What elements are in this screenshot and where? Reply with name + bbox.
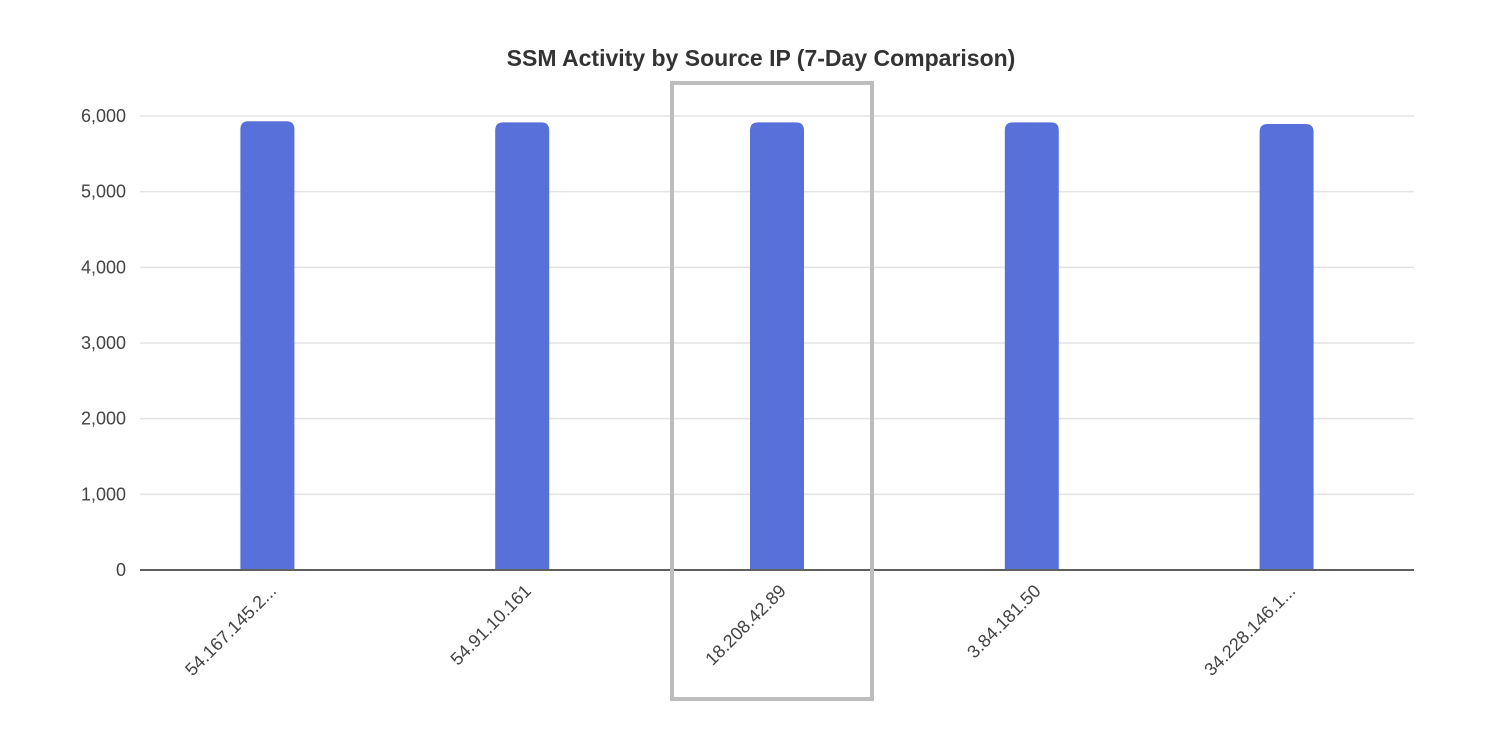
x-category-label: 34.228.146.1... xyxy=(1200,581,1299,680)
bar-series xyxy=(240,121,1314,571)
y-tick-label: 6,000 xyxy=(81,106,126,126)
bar xyxy=(1004,122,1059,570)
bar xyxy=(240,121,295,571)
x-axis-category-labels: 54.167.145.2... 54.91.10.161 18.208.42.89 3… xyxy=(181,581,1299,680)
y-tick-label: 2,000 xyxy=(81,409,126,429)
x-category-label: 18.208.42.89 xyxy=(701,581,789,669)
y-tick-label: 3,000 xyxy=(81,333,126,353)
y-tick-label: 1,000 xyxy=(81,484,126,504)
y-tick-label: 0 xyxy=(116,560,126,580)
bar xyxy=(495,122,550,570)
bar xyxy=(750,122,804,570)
highlight-box xyxy=(670,81,874,701)
bar xyxy=(1259,123,1314,570)
x-category-label: 54.91.10.161 xyxy=(447,581,535,669)
x-category-label: 54.167.145.2... xyxy=(181,581,280,680)
x-category-label: 3.84.181.50 xyxy=(963,581,1044,662)
y-tick-label: 4,000 xyxy=(81,257,126,277)
y-tick-label: 5,000 xyxy=(81,182,126,202)
chart-title: SSM Activity by Source IP (7-Day Compari… xyxy=(507,45,1016,71)
y-axis-tick-labels: 0 1,000 2,000 3,000 4,000 5,000 6,000 xyxy=(81,106,126,580)
